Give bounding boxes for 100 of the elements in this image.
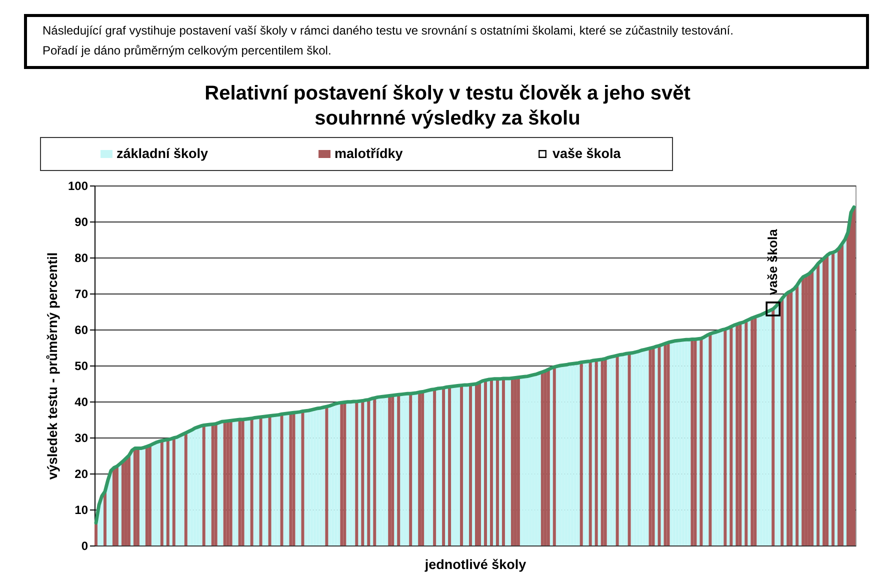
y-tick-label: 100	[68, 179, 88, 193]
bar	[277, 414, 280, 546]
bar	[451, 386, 454, 546]
bar	[397, 394, 400, 546]
bar	[364, 400, 368, 546]
bar	[652, 348, 655, 546]
bar	[696, 338, 700, 546]
bar	[852, 207, 856, 546]
bar	[796, 285, 799, 546]
y-tick-label: 90	[74, 215, 88, 229]
bar	[214, 424, 218, 546]
bar	[724, 329, 727, 546]
y-tick-label: 80	[74, 251, 88, 265]
bar	[112, 468, 116, 546]
bar	[238, 420, 242, 546]
bar	[133, 448, 136, 546]
bar	[295, 412, 298, 546]
bar	[142, 448, 146, 546]
bar	[421, 392, 424, 546]
bar	[148, 445, 152, 546]
bar	[118, 464, 122, 546]
bar	[343, 402, 346, 546]
bar	[463, 384, 466, 546]
bar	[475, 384, 478, 546]
bar	[367, 400, 370, 546]
bar	[478, 382, 481, 546]
bar	[346, 402, 350, 546]
bar	[208, 424, 212, 546]
bar	[355, 402, 358, 546]
bar	[298, 412, 302, 546]
bar	[436, 388, 440, 546]
bar	[802, 276, 805, 546]
bar	[127, 456, 130, 546]
bar	[121, 461, 124, 546]
bar	[708, 334, 712, 546]
bar	[289, 413, 292, 546]
bar	[139, 448, 142, 546]
bar	[628, 353, 631, 546]
line-series	[94, 205, 856, 525]
bar	[109, 470, 112, 546]
bar	[280, 414, 284, 546]
bar	[466, 384, 470, 546]
bar	[646, 348, 649, 546]
bar	[772, 308, 775, 546]
bar	[163, 440, 166, 546]
bar	[445, 387, 448, 546]
bar	[151, 444, 154, 546]
bar	[838, 248, 841, 546]
bar	[552, 366, 556, 546]
bar	[457, 386, 460, 546]
bar	[241, 420, 244, 546]
bar	[439, 388, 442, 546]
bar	[492, 378, 496, 546]
bar	[115, 466, 118, 546]
bar	[814, 268, 817, 546]
bar	[469, 384, 472, 546]
bar	[304, 410, 308, 546]
y-tick-label: 20	[74, 467, 88, 481]
legend-label: malotřídky	[334, 146, 404, 161]
y-tick-label: 0	[81, 539, 88, 553]
bar	[834, 251, 838, 546]
bar	[433, 389, 436, 546]
bar	[130, 450, 134, 546]
bar	[217, 422, 220, 546]
bar	[576, 362, 580, 546]
bar	[484, 380, 487, 546]
bar	[370, 398, 374, 546]
bar	[486, 380, 490, 546]
bar	[798, 280, 802, 546]
bar	[508, 378, 511, 546]
bar	[706, 335, 709, 546]
bar	[460, 385, 464, 546]
bar	[666, 342, 670, 546]
bar	[790, 290, 793, 546]
bar	[816, 264, 820, 546]
bar	[337, 402, 340, 546]
bar	[750, 318, 754, 546]
bar	[256, 417, 260, 546]
bar	[235, 420, 238, 546]
bar	[415, 392, 418, 546]
bar	[738, 323, 742, 546]
bar	[784, 294, 787, 546]
legend-label: základní školy	[116, 146, 209, 161]
bar	[157, 441, 160, 546]
bar	[373, 398, 376, 546]
bar	[820, 260, 823, 546]
bar	[810, 270, 814, 546]
bar	[361, 400, 364, 546]
bar	[720, 330, 724, 546]
bar	[391, 395, 394, 546]
bar	[748, 319, 751, 546]
bar	[694, 339, 697, 546]
y-tick-label: 10	[74, 503, 88, 517]
bar	[472, 384, 475, 546]
bar	[358, 401, 362, 546]
bar	[259, 416, 262, 546]
bar	[103, 492, 106, 546]
bar	[400, 394, 404, 546]
bar	[502, 378, 505, 546]
bar	[376, 397, 380, 546]
